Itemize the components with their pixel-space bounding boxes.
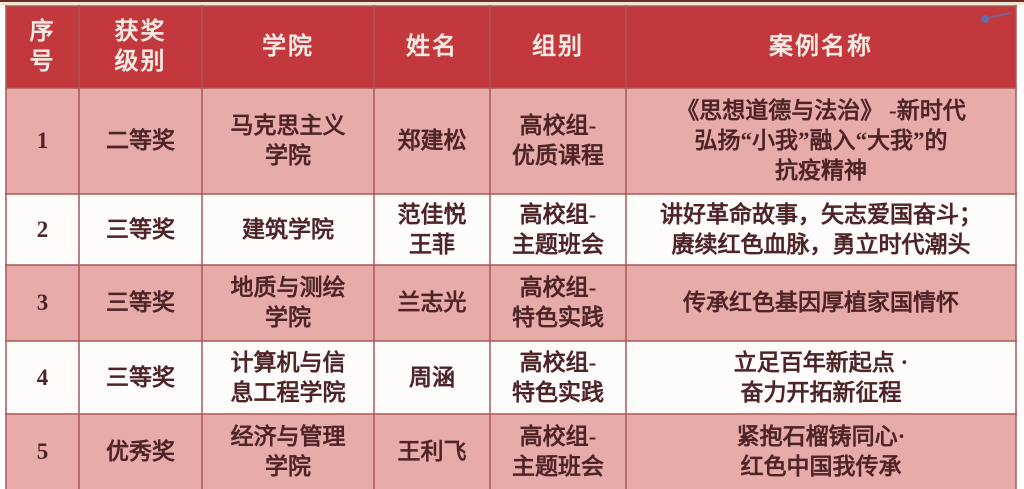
table-row: 2 三等奖 建筑学院 范佳悦 王菲 高校组- 主题班会 讲好革命故事，矢志爱国奋… bbox=[5, 193, 1017, 266]
cell-serial: 2 bbox=[5, 193, 80, 266]
cell-award-level: 三等奖 bbox=[78, 340, 203, 415]
cell-name: 王利飞 bbox=[373, 413, 491, 489]
cell-award-level: 二等奖 bbox=[78, 87, 203, 195]
award-results-table: 序 号 获奖 级别 学院 姓名 组别 案例名称 1 二等奖 马克思主义 学院 郑… bbox=[5, 5, 1017, 489]
cell-serial: 4 bbox=[5, 340, 80, 415]
cell-award-level: 三等奖 bbox=[78, 264, 203, 342]
cell-award-level: 优秀奖 bbox=[78, 413, 203, 489]
cell-name: 范佳悦 王菲 bbox=[373, 193, 491, 266]
cell-serial: 5 bbox=[5, 413, 80, 489]
cell-college: 经济与管理 学院 bbox=[201, 413, 375, 489]
cell-group: 高校组- 优质课程 bbox=[489, 87, 627, 195]
header-serial: 序 号 bbox=[5, 5, 80, 89]
cell-group: 高校组- 特色实践 bbox=[489, 264, 627, 342]
cell-case-name: 立足百年新起点 · 奋力开拓新征程 bbox=[625, 340, 1017, 415]
cell-group: 高校组- 主题班会 bbox=[489, 193, 627, 266]
table-row: 5 优秀奖 经济与管理 学院 王利飞 高校组- 主题班会 紧抱石榴铸同心· 红色… bbox=[5, 413, 1017, 489]
cell-case-name: 传承红色基因厚植家国情怀 bbox=[625, 264, 1017, 342]
top-dark-line bbox=[0, 0, 1024, 2]
cell-group: 高校组- 主题班会 bbox=[489, 413, 627, 489]
header-name: 姓名 bbox=[373, 5, 491, 89]
cell-college: 地质与测绘 学院 bbox=[201, 264, 375, 342]
cell-college: 计算机与信 息工程学院 bbox=[201, 340, 375, 415]
header-case-name: 案例名称 bbox=[625, 5, 1017, 89]
header-award-level: 获奖 级别 bbox=[78, 5, 203, 89]
table-row: 4 三等奖 计算机与信 息工程学院 周涵 高校组- 特色实践 立足百年新起点 ·… bbox=[5, 340, 1017, 415]
cell-case-name: 讲好革命故事，矢志爱国奋斗； 赓续红色血脉，勇立时代潮头 bbox=[625, 193, 1017, 266]
cell-serial: 3 bbox=[5, 264, 80, 342]
cell-name: 兰志光 bbox=[373, 264, 491, 342]
annotation-arrow-icon bbox=[981, 12, 1011, 23]
table-row: 1 二等奖 马克思主义 学院 郑建松 高校组- 优质课程 《思想道德与法治》 -… bbox=[5, 87, 1017, 195]
cell-case-name: 紧抱石榴铸同心· 红色中国我传承 bbox=[625, 413, 1017, 489]
cell-case-name: 《思想道德与法治》 -新时代 弘扬“小我”融入“大我”的 抗疫精神 bbox=[625, 87, 1017, 195]
cell-serial: 1 bbox=[5, 87, 80, 195]
cell-group: 高校组- 特色实践 bbox=[489, 340, 627, 415]
header-college: 学院 bbox=[201, 5, 375, 89]
header-group: 组别 bbox=[489, 5, 627, 89]
table-header-row: 序 号 获奖 级别 学院 姓名 组别 案例名称 bbox=[5, 5, 1017, 89]
top-cream-line bbox=[0, 2, 1024, 5]
cell-college: 建筑学院 bbox=[201, 193, 375, 266]
cell-name: 周涵 bbox=[373, 340, 491, 415]
cell-name: 郑建松 bbox=[373, 87, 491, 195]
table-row: 3 三等奖 地质与测绘 学院 兰志光 高校组- 特色实践 传承红色基因厚植家国情… bbox=[5, 264, 1017, 342]
cell-award-level: 三等奖 bbox=[78, 193, 203, 266]
cell-college: 马克思主义 学院 bbox=[201, 87, 375, 195]
